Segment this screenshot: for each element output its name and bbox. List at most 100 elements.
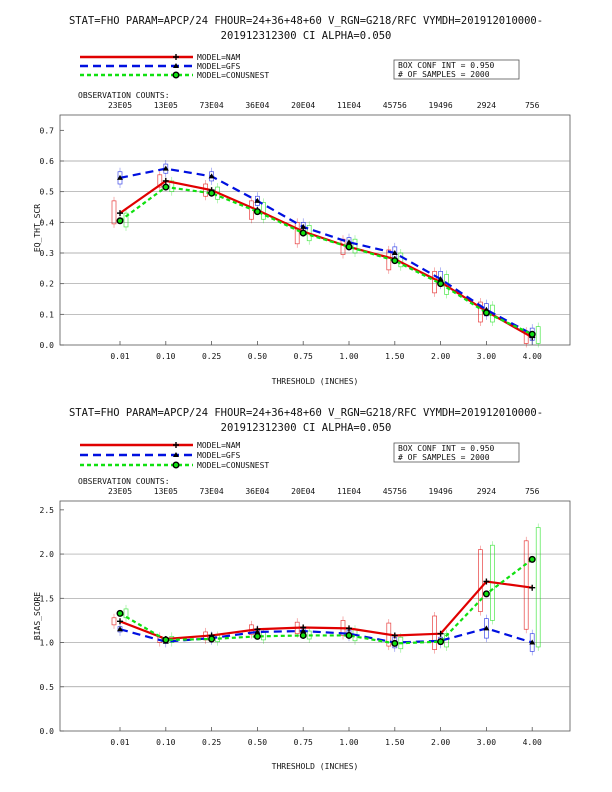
marker-nam	[391, 632, 398, 639]
obs-count: 756	[525, 101, 540, 110]
marker-conusnest	[437, 638, 445, 646]
chart-title-line2: 201912312300 CI ALPHA=0.050	[221, 30, 392, 42]
x-tick-label: 3.00	[477, 738, 496, 747]
obs-count: 2924	[477, 487, 496, 496]
marker-conusnest	[528, 555, 536, 563]
plot-area: 0.0 0.5 1.0 1.5 2.0 2.5 0.01 0.10 0.25 0.50 0.75 1.…	[40, 506, 570, 747]
obs-count: 19496	[429, 101, 453, 110]
marker-gfs	[391, 250, 398, 255]
marker-nam	[346, 625, 352, 632]
y-tick-label: 0.5	[40, 683, 55, 692]
confidence-box	[261, 202, 266, 220]
x-tick-label: 0.25	[202, 738, 221, 747]
x-tick-label: 1.00	[339, 352, 358, 361]
marker-nam	[117, 618, 123, 625]
marker-nam	[162, 177, 169, 184]
marker-conusnest	[253, 632, 261, 640]
box-info-samples: # OF SAMPLES = 2000	[398, 70, 490, 79]
y-tick-label: 1.0	[40, 639, 55, 648]
box-info-frame	[393, 442, 520, 463]
marker-gfs	[300, 628, 307, 634]
series-line-nam	[119, 179, 533, 339]
obs-count: 36E04	[245, 101, 269, 110]
y-tick-label: 0.6	[40, 157, 55, 166]
legend-marker-gfs	[173, 63, 179, 68]
x-axis-label: THRESHOLD (INCHES)	[272, 762, 359, 771]
marker-conusnest	[116, 609, 124, 617]
obs-counts-title: OBSERVATION COUNTS:	[78, 91, 170, 100]
x-tick-label: 0.01	[110, 352, 129, 361]
x-tick-label: 2.00	[431, 738, 450, 747]
x-tick-label: 0.75	[294, 738, 313, 747]
marker-conusnest	[208, 635, 216, 643]
confidence-box	[111, 617, 117, 626]
x-tick-label: 4.00	[523, 738, 542, 747]
chart-title-line1: STAT=FHO PARAM=APCP/24 FHOUR=24+36+48+60…	[69, 407, 543, 419]
box-info-samples: # OF SAMPLES = 2000	[398, 453, 490, 462]
obs-count: 13E05	[154, 101, 178, 110]
x-tick-label: 0.50	[248, 352, 267, 361]
obs-count: 20E04	[291, 101, 315, 110]
legend-marker-conusnest	[172, 71, 180, 79]
x-tick-label: 0.25	[202, 352, 221, 361]
obs-count: 73E04	[200, 101, 224, 110]
x-tick-label: 1.50	[385, 352, 404, 361]
series-line-gfs	[119, 627, 533, 644]
y-tick-label: 0.4	[40, 218, 55, 227]
marker-gfs	[117, 626, 123, 632]
panel-bottom: STAT=FHO PARAM=APCP/24 FHOUR=24+36+48+60…	[33, 407, 571, 771]
marker-conusnest	[299, 229, 307, 237]
obs-count: 23E05	[108, 101, 132, 110]
obs-count: 45756	[383, 101, 407, 110]
confidence-box	[398, 252, 404, 268]
marker-conusnest	[391, 639, 399, 647]
obs-count: 36E04	[245, 487, 269, 496]
confidence-box	[111, 200, 117, 225]
marker-gfs	[437, 276, 444, 282]
y-tick-label: 0.3	[40, 249, 55, 258]
marker-conusnest	[116, 217, 124, 225]
y-axis-label: EQ_THT_SCR	[33, 204, 42, 252]
series-line-nam	[119, 580, 533, 641]
marker-conusnest	[299, 631, 307, 639]
marker-gfs	[208, 173, 215, 179]
box-info-conf: BOX CONF INT = 0.950	[398, 61, 495, 70]
legend-label-nam: MODEL=NAM	[197, 441, 241, 450]
y-tick-label: 1.5	[40, 594, 55, 603]
confidence-box	[535, 527, 541, 648]
obs-count: 73E04	[200, 487, 224, 496]
obs-count: 19496	[429, 487, 453, 496]
marker-gfs	[254, 628, 261, 634]
y-tick-label: 0.0	[40, 341, 55, 350]
y-axis-label: BIAS_SCORE	[33, 592, 42, 640]
marker-conusnest	[345, 243, 353, 251]
obs-counts-row: 23E05 13E05 73E04 36E04 20E04 11E04 45756 19496…	[108, 101, 540, 110]
x-tick-label: 0.10	[156, 352, 175, 361]
marker-conusnest	[391, 257, 399, 265]
marker-conusnest	[482, 309, 490, 317]
marker-gfs	[483, 625, 490, 631]
x-axis-label: THRESHOLD (INCHES)	[272, 377, 359, 386]
x-tick-label: 0.75	[294, 352, 313, 361]
chart-title-line2: 201912312300 CI ALPHA=0.050	[221, 422, 392, 434]
series-line-conusnest	[119, 185, 533, 336]
x-tick-label: 3.00	[477, 352, 496, 361]
y-tick-label: 0.7	[40, 126, 55, 135]
legend-label-conusnest: MODEL=CONUSNEST	[197, 71, 269, 80]
marker-gfs	[254, 197, 261, 203]
legend-label-gfs: MODEL=GFS	[197, 62, 241, 71]
obs-count: 756	[525, 487, 540, 496]
obs-counts-row: 23E05 13E05 73E04 36E04 20E04 11E04 45756 19496…	[108, 487, 540, 496]
marker-conusnest	[437, 280, 445, 288]
marker-conusnest	[528, 330, 536, 338]
marker-conusnest	[345, 631, 353, 639]
marker-conusnest	[162, 636, 170, 644]
plot-frame	[59, 500, 571, 732]
obs-counts-title: OBSERVATION COUNTS:	[78, 477, 170, 486]
obs-count: 11E04	[337, 487, 361, 496]
box-info-frame	[393, 59, 520, 80]
obs-count: 2924	[477, 101, 496, 110]
x-tick-label: 1.50	[385, 738, 404, 747]
y-tick-label: 0.2	[40, 280, 55, 289]
